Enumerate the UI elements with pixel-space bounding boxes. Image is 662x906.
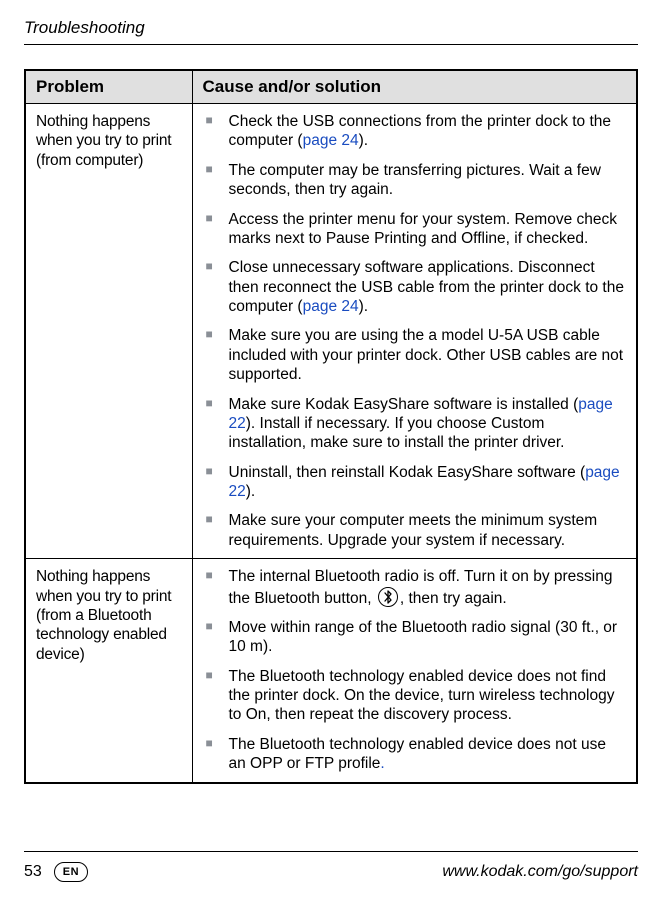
- list-item: Close unnecessary software applications.…: [203, 258, 627, 316]
- section-title: Troubleshooting: [24, 18, 638, 45]
- problem-cell: Nothing happens when you try to print (f…: [25, 104, 192, 559]
- list-item: Make sure your computer meets the minimu…: [203, 511, 627, 550]
- table-row: Nothing happens when you try to print (f…: [25, 559, 637, 783]
- list-item: The Bluetooth technology enabled device …: [203, 735, 627, 774]
- bluetooth-icon: [378, 587, 398, 607]
- page-link[interactable]: page 24: [303, 298, 359, 315]
- list-item: The internal Bluetooth radio is off. Tur…: [203, 567, 627, 608]
- list-item: The computer may be transferring picture…: [203, 161, 627, 200]
- page-link[interactable]: .: [380, 755, 384, 772]
- support-url: www.kodak.com/go/support: [442, 863, 638, 881]
- list-item: Move within range of the Bluetooth radio…: [203, 618, 627, 657]
- cause-cell: The internal Bluetooth radio is off. Tur…: [192, 559, 637, 783]
- troubleshooting-table: Problem Cause and/or solution Nothing ha…: [24, 69, 638, 784]
- table-body: Nothing happens when you try to print (f…: [25, 104, 637, 783]
- page-link[interactable]: page 22: [229, 396, 613, 432]
- page-number: 53: [24, 863, 42, 881]
- list-item: Make sure Kodak EasyShare software is in…: [203, 395, 627, 453]
- list-item: The Bluetooth technology enabled device …: [203, 667, 627, 725]
- problem-cell: Nothing happens when you try to print (f…: [25, 559, 192, 783]
- col-header-problem: Problem: [25, 70, 192, 104]
- table-row: Nothing happens when you try to print (f…: [25, 104, 637, 559]
- list-item: Access the printer menu for your system.…: [203, 210, 627, 249]
- list-item: Uninstall, then reinstall Kodak EasyShar…: [203, 463, 627, 502]
- page-link[interactable]: page 22: [229, 464, 620, 500]
- page-footer: 53 EN www.kodak.com/go/support: [24, 851, 638, 882]
- lang-badge: EN: [54, 862, 88, 882]
- cause-cell: Check the USB connections from the print…: [192, 104, 637, 559]
- col-header-cause: Cause and/or solution: [192, 70, 637, 104]
- list-item: Check the USB connections from the print…: [203, 112, 627, 151]
- list-item: Make sure you are using the a model U-5A…: [203, 326, 627, 384]
- page-link[interactable]: page 24: [303, 132, 359, 149]
